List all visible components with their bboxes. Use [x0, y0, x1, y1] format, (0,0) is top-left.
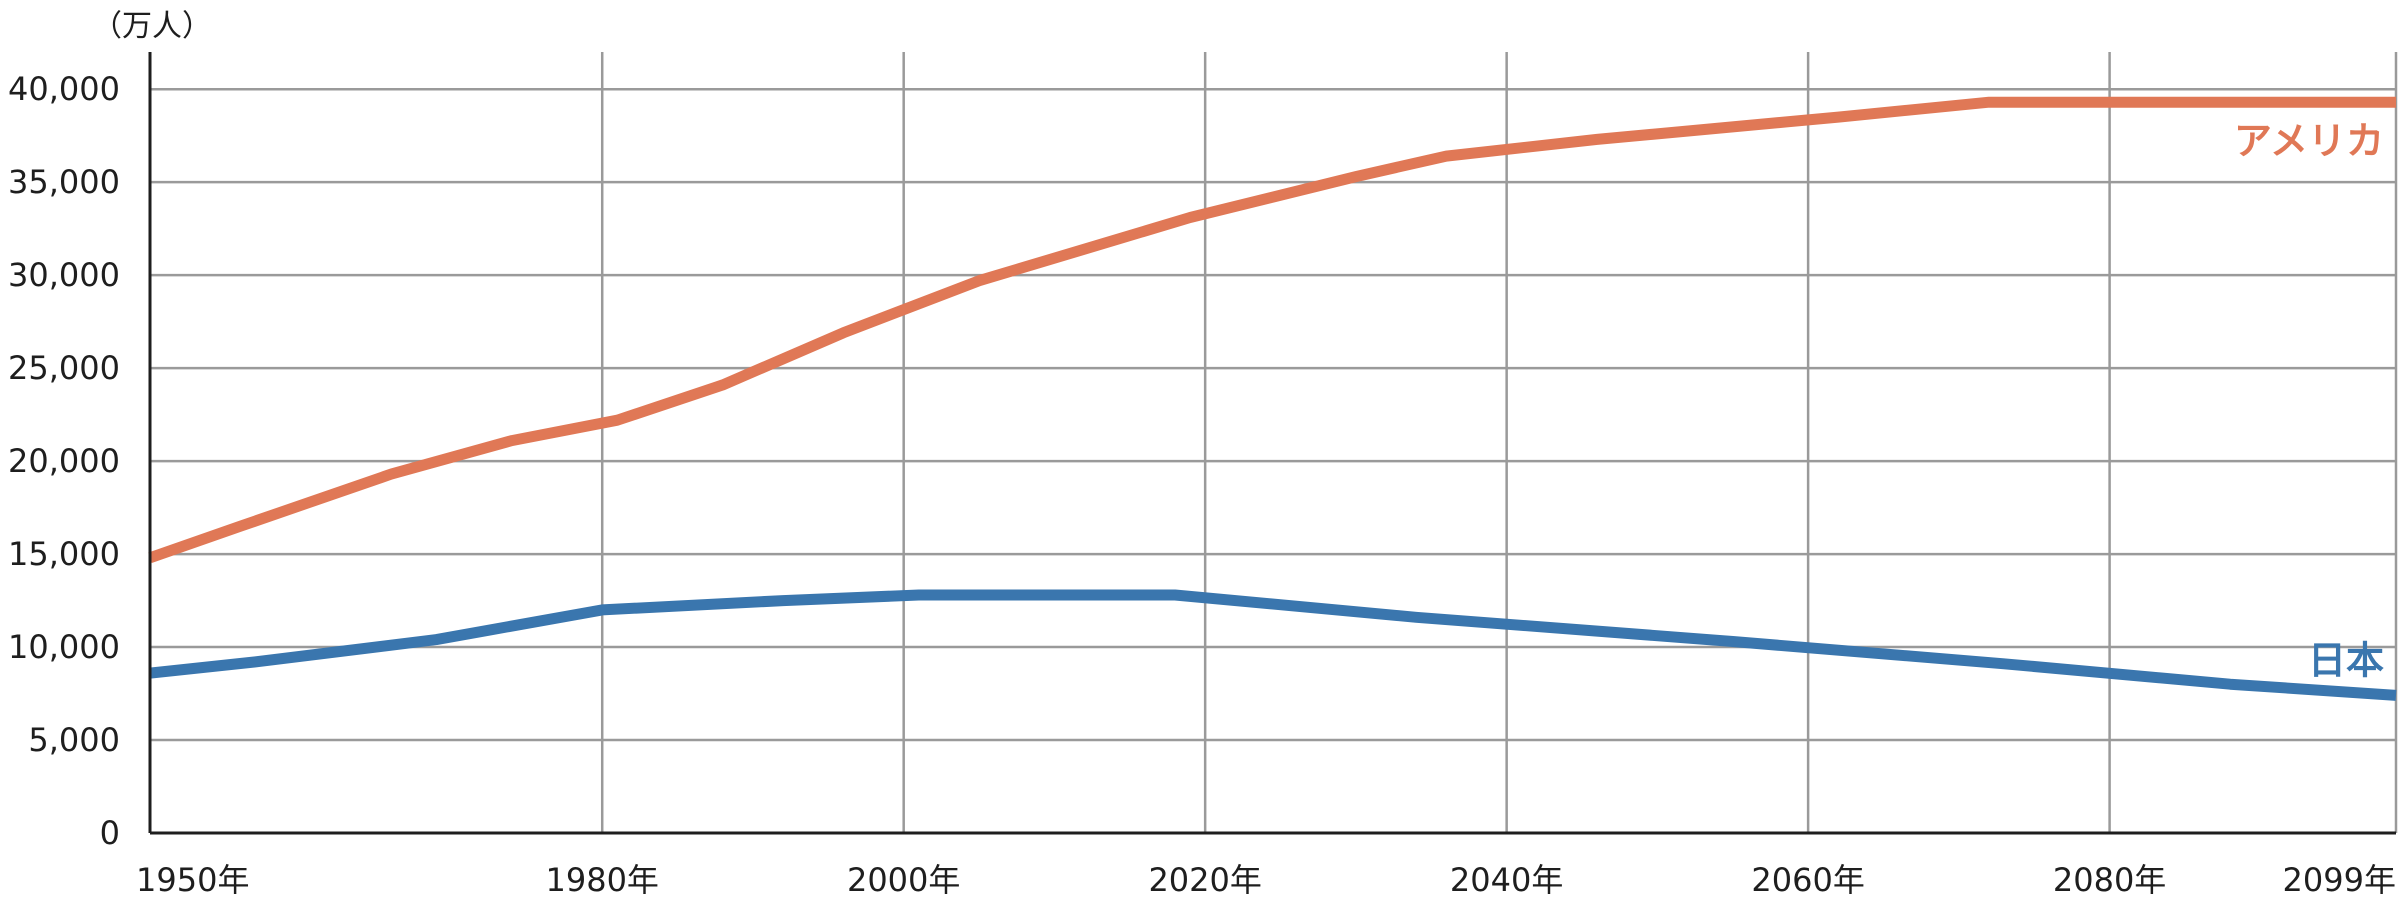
series-line: [149, 589, 2397, 701]
axes: [148, 52, 2396, 835]
y-tick-label: 10,000: [8, 628, 120, 666]
x-tick-label: 2060年: [1751, 861, 1864, 899]
y-tick-label: 30,000: [8, 256, 120, 294]
x-tick-label: 1980年: [545, 861, 658, 899]
labels: 0 5,000 10,000 15,000 20,000 25,000 30,000 35,0…: [8, 9, 2396, 899]
y-unit-label: （万人）: [92, 9, 212, 44]
x-tick-label: 2000年: [847, 861, 960, 899]
y-tick-label: 25,000: [8, 349, 120, 387]
x-tick-label: 2040年: [1450, 861, 1563, 899]
x-tick-label: 2020年: [1148, 861, 1261, 899]
y-tick-label: 40,000: [8, 70, 120, 108]
y-tick-label: 5,000: [28, 721, 120, 759]
series-label: 日本: [2308, 638, 2384, 682]
series-label: アメリカ: [2234, 119, 2384, 163]
grid: [150, 52, 2398, 833]
y-tick-label: 15,000: [8, 535, 120, 573]
x-tick-label: 2099年: [2283, 861, 2396, 899]
x-tick-label: 1950年: [136, 861, 249, 899]
x-tick-label: 2080年: [2053, 861, 2166, 899]
series-line: [148, 96, 2396, 563]
y-tick-label: 35,000: [8, 163, 120, 201]
y-tick-label: 20,000: [8, 442, 120, 480]
series-lines: [148, 96, 2397, 701]
y-tick-label: 0: [100, 814, 120, 852]
